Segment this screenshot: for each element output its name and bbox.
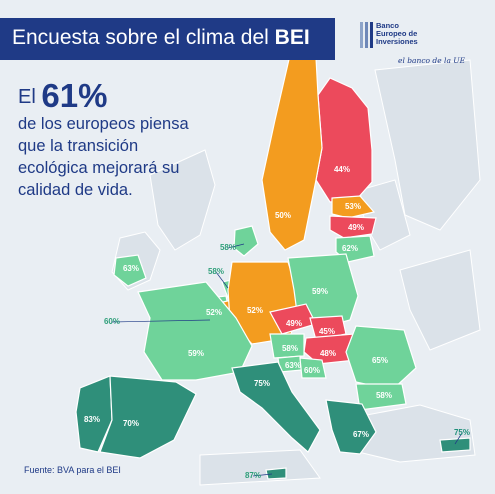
data-label-23: 70%	[123, 419, 139, 428]
region-17	[299, 357, 327, 379]
region-2	[329, 215, 377, 239]
region-18	[137, 281, 253, 381]
non-eu-land-3	[399, 249, 481, 351]
page-title: Encuesta sobre el clima del BEI	[12, 26, 310, 50]
data-label-5: 58%	[220, 243, 236, 252]
headline-line5: calidad de vida.	[18, 181, 133, 199]
data-label-10: 52%	[247, 306, 263, 315]
headline-body: de los europeos piensa que la transición…	[18, 113, 218, 201]
data-label-26: 87%	[245, 471, 261, 480]
data-label-17: 60%	[304, 366, 320, 375]
leader-line-2	[111, 319, 211, 323]
logo-name: Banco Europeo de Inversiones	[376, 22, 466, 46]
data-label-4: 50%	[275, 211, 291, 220]
data-label-12: 49%	[286, 319, 302, 328]
region-23	[99, 375, 197, 459]
data-label-0: 44%	[334, 165, 350, 174]
non-eu-land-5	[199, 449, 321, 486]
data-label-7: 58%	[208, 267, 224, 276]
headline-line4: ecológica mejorará su	[18, 159, 180, 177]
data-label-19: 75%	[254, 379, 270, 388]
data-label-6: 63%	[123, 264, 139, 273]
region-26	[265, 467, 287, 480]
region-19	[231, 361, 321, 453]
data-label-18: 59%	[188, 349, 204, 358]
headline-line1: El 61%	[18, 79, 218, 112]
headline-percent: 61%	[41, 77, 108, 114]
leader-line-3	[454, 432, 463, 445]
logo-name-line2: Europeo de	[376, 29, 418, 38]
headline-line3: que la transición	[18, 137, 139, 155]
data-label-15: 58%	[282, 344, 298, 353]
data-label-14: 48%	[320, 349, 336, 358]
region-15	[269, 333, 305, 359]
region-5	[233, 225, 259, 257]
region-1	[331, 195, 376, 219]
data-label-20: 65%	[372, 356, 388, 365]
data-label-3: 62%	[342, 244, 358, 253]
data-label-22: 83%	[84, 415, 100, 424]
data-label-21: 58%	[376, 391, 392, 400]
leader-line-1	[215, 271, 229, 289]
data-label-25: 75%	[454, 428, 470, 437]
data-label-1: 53%	[345, 202, 361, 211]
logo-tagline: el banco de la UE	[398, 56, 466, 65]
data-label-9: 52%	[206, 308, 222, 317]
logo-name-line1: Banco	[376, 21, 399, 30]
non-eu-land-2	[374, 59, 481, 231]
region-6	[113, 254, 147, 287]
title-main: Encuesta sobre el clima del	[12, 26, 269, 49]
data-label-11: 59%	[312, 287, 328, 296]
title-bold: BEI	[274, 26, 310, 49]
region-24	[325, 399, 377, 455]
data-label-2: 49%	[348, 223, 364, 232]
headline: El 61% de los europeos piensa que la tra…	[18, 79, 218, 201]
non-eu-land-1	[149, 149, 216, 251]
region-25	[439, 437, 471, 453]
data-label-24: 67%	[353, 430, 369, 439]
data-label-16: 63%	[285, 361, 301, 370]
leader-line-4	[252, 473, 273, 477]
data-label-13: 45%	[319, 327, 335, 336]
title-bar: Encuesta sobre el clima del BEI	[0, 18, 335, 60]
eib-logo: Banco Europeo de Inversiones el banco de…	[356, 22, 486, 72]
region-4	[261, 54, 323, 251]
headline-prefix: El	[18, 86, 36, 108]
region-21	[355, 383, 407, 411]
data-label-8: 60%	[104, 317, 120, 326]
region-13	[309, 315, 347, 341]
logo-name-line3: Inversiones	[376, 37, 418, 46]
source-note: Fuente: BVA para el BEI	[24, 465, 121, 475]
region-0	[315, 77, 373, 203]
headline-line2: de los europeos piensa	[18, 115, 189, 133]
leader-line-0	[227, 243, 245, 249]
